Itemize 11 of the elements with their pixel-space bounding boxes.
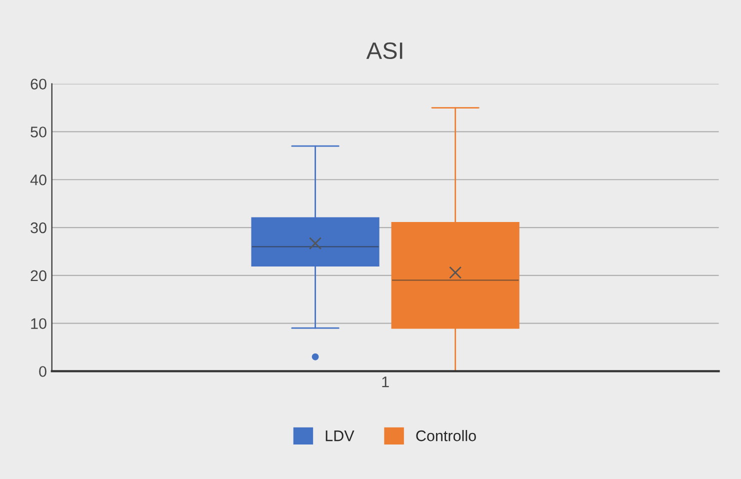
y-tick-label: 0 (39, 366, 46, 377)
y-tick-label: 10 (31, 318, 46, 330)
y-tick-label: 30 (30, 222, 46, 234)
x-tick-label: 1 (382, 376, 389, 388)
legend-label: LDV (326, 430, 354, 442)
y-tick-label: 50 (30, 126, 46, 138)
chart-title: ASI (366, 42, 402, 60)
y-tick-label: 20 (30, 270, 46, 282)
legend-label: Controllo (416, 430, 476, 442)
y-tick-label: 60 (30, 78, 46, 90)
y-tick-label: 40 (30, 174, 46, 186)
